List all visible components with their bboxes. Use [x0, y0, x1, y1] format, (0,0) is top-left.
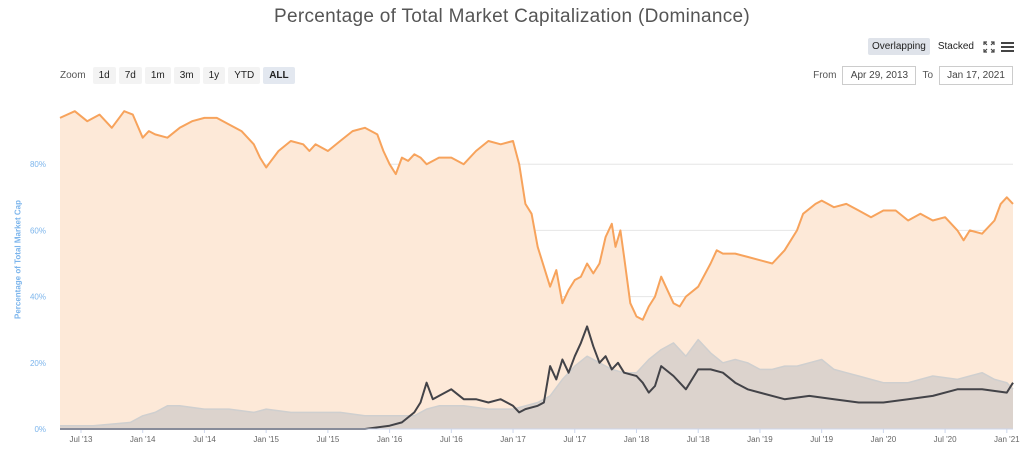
from-label: From	[813, 70, 837, 81]
stacked-button[interactable]: Stacked	[937, 41, 974, 52]
to-date-input[interactable]: Jan 17, 2021	[939, 66, 1013, 85]
x-tick-label: Jul '15	[316, 435, 339, 444]
y-axis-label: Percentage of Total Market Cap	[13, 200, 23, 319]
x-tick-label: Jan '20	[871, 435, 897, 444]
x-tick-label: Jul '18	[687, 435, 710, 444]
overlapping-button[interactable]: Overlapping	[867, 38, 930, 55]
chart-title: Percentage of Total Market Capitalizatio…	[274, 6, 750, 27]
zoom-1y-button[interactable]: 1y	[202, 67, 226, 84]
zoom-1m-button[interactable]: 1m	[144, 67, 171, 84]
fullscreen-icon[interactable]	[982, 40, 996, 54]
to-label: To	[922, 70, 933, 81]
from-date-input[interactable]: Apr 29, 2013	[842, 66, 917, 85]
x-tick-label: Jan '15	[253, 435, 279, 444]
y-tick-label: 80%	[30, 160, 46, 169]
y-tick-label: 40%	[30, 293, 46, 302]
x-tick-label: Jan '19	[747, 435, 773, 444]
zoom-ytd-button[interactable]: YTD	[228, 67, 261, 84]
view-toolbar: Overlapping Stacked	[867, 38, 1014, 55]
date-range: From Apr 29, 2013 To Jan 17, 2021	[813, 66, 1013, 85]
zoom-toolbar: Zoom 1d 7d 1m 3m 1y YTD ALL	[60, 67, 295, 84]
zoom-7d-button[interactable]: 7d	[118, 67, 142, 84]
x-tick-label: Jan '14	[130, 435, 156, 444]
x-tick-label: Jan '16	[377, 435, 403, 444]
series-area-s3	[60, 339, 1013, 429]
x-tick-label: Jul '19	[810, 435, 833, 444]
series-line-s1	[59, 110, 1014, 321]
zoom-all-button[interactable]: ALL	[263, 67, 295, 84]
y-tick-label: 0%	[34, 425, 46, 434]
series-area-s1	[60, 111, 1013, 429]
zoom-1d-button[interactable]: 1d	[92, 67, 116, 84]
x-tick-label: Jan '17	[500, 435, 526, 444]
y-tick-label: 60%	[30, 226, 46, 235]
x-tick-label: Jul '14	[193, 435, 216, 444]
x-tick-label: Jan '18	[624, 435, 650, 444]
series-line-s2	[60, 325, 1014, 430]
x-tick-label: Jul '16	[440, 435, 463, 444]
x-tick-label: Jul '17	[563, 435, 586, 444]
zoom-label: Zoom	[60, 70, 86, 81]
y-tick-label: 20%	[30, 359, 46, 368]
x-tick-label: Jul '20	[934, 435, 957, 444]
x-tick-label: Jan '21	[994, 435, 1020, 444]
menu-icon[interactable]	[1000, 40, 1014, 54]
x-tick-label: Jul '13	[70, 435, 93, 444]
zoom-3m-button[interactable]: 3m	[173, 67, 200, 84]
